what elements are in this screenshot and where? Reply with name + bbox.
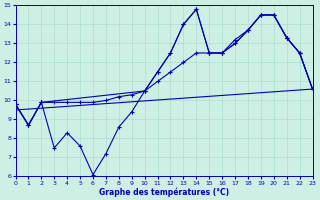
X-axis label: Graphe des températures (°C): Graphe des températures (°C) xyxy=(99,187,229,197)
